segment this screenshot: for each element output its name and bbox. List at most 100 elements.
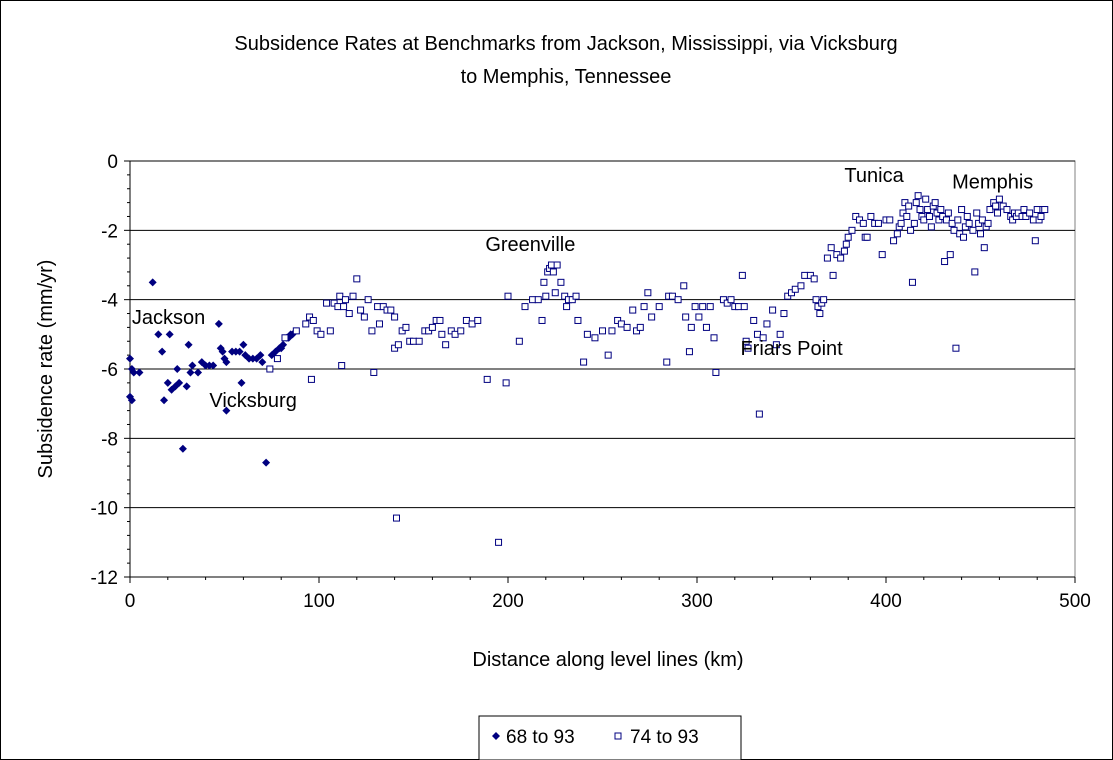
point-74-to-93 <box>886 216 894 224</box>
point-74-to-93 <box>772 341 780 349</box>
point-74-to-93 <box>273 355 281 363</box>
point-74-to-93 <box>474 316 482 324</box>
point-68-to-93 <box>126 354 134 363</box>
point-74-to-93 <box>977 230 984 238</box>
point-74-to-93 <box>874 219 882 227</box>
point-74-to-93 <box>920 216 928 224</box>
point-74-to-93 <box>742 337 750 345</box>
point-74-to-93 <box>797 282 805 290</box>
x-tick-label: 500 <box>1059 591 1091 612</box>
y-tick-label: -4 <box>101 291 118 312</box>
point-68-to-93 <box>160 396 169 405</box>
x-tick-label: 300 <box>681 591 713 612</box>
point-74-to-93 <box>538 316 546 324</box>
point-68-to-93 <box>154 330 163 339</box>
point-74-to-93 <box>969 226 977 234</box>
point-74-to-93 <box>944 209 952 217</box>
point-68-to-93 <box>129 368 138 377</box>
point-74-to-93 <box>266 365 274 373</box>
point-74-to-93 <box>769 306 777 314</box>
point-74-to-93 <box>591 334 599 342</box>
point-74-to-93 <box>574 316 582 324</box>
point-74-to-93 <box>1003 206 1011 214</box>
point-74-to-93 <box>950 226 958 234</box>
point-74-to-93 <box>451 330 459 338</box>
point-74-to-93 <box>648 313 656 321</box>
point-74-to-93 <box>345 310 353 318</box>
point-74-to-93 <box>994 209 1002 217</box>
point-68-to-93 <box>194 368 203 377</box>
point-68-to-93 <box>158 347 167 356</box>
point-74-to-93 <box>750 316 758 324</box>
point-74-to-93 <box>391 313 399 321</box>
point-74-to-93 <box>515 337 523 345</box>
point-74-to-93 <box>338 362 346 370</box>
point-74-to-93 <box>763 320 771 328</box>
y-tick-label: 0 <box>107 152 118 173</box>
point-74-to-93 <box>357 306 365 314</box>
point-74-to-93 <box>370 368 378 376</box>
point-74-to-93 <box>905 202 913 210</box>
point-74-to-93 <box>941 258 949 266</box>
point-74-to-93 <box>640 303 648 311</box>
point-74-to-93 <box>599 327 606 335</box>
point-74-to-93 <box>924 206 932 214</box>
point-74-to-93 <box>317 330 325 338</box>
point-74-to-93 <box>699 303 707 311</box>
point-74-to-93 <box>402 323 410 331</box>
point-74-to-93 <box>897 219 905 227</box>
point-74-to-93 <box>1026 209 1034 217</box>
point-74-to-93 <box>738 271 746 279</box>
point-74-to-93 <box>910 219 918 227</box>
point-68-to-93 <box>218 347 227 356</box>
point-74-to-93 <box>336 292 344 300</box>
point-74-to-93 <box>302 320 310 328</box>
point-74-to-93 <box>759 334 767 342</box>
point-74-to-93 <box>323 299 331 307</box>
point-74-to-93 <box>727 296 735 304</box>
point-74-to-93 <box>428 323 436 331</box>
point-68-to-93 <box>237 378 246 387</box>
point-74-to-93 <box>529 296 537 304</box>
point-74-to-93 <box>292 327 300 335</box>
point-74-to-93 <box>986 206 994 214</box>
x-tick-label: 100 <box>303 591 335 612</box>
point-74-to-93 <box>907 226 915 234</box>
point-68-to-93 <box>163 378 172 387</box>
point-74-to-93 <box>340 303 348 311</box>
y-tick-label: -10 <box>91 499 118 520</box>
y-tick-label: -12 <box>91 568 118 589</box>
point-74-to-93 <box>816 310 824 318</box>
y-tick-label: -2 <box>101 221 118 242</box>
point-74-to-93 <box>553 261 561 269</box>
point-74-to-93 <box>859 219 867 227</box>
point-74-to-93 <box>878 251 886 259</box>
x-tick-label: 400 <box>870 591 902 612</box>
x-tick-label: 200 <box>492 591 524 612</box>
point-74-to-93 <box>608 327 616 335</box>
point-74-to-93 <box>307 375 315 383</box>
point-74-to-93 <box>812 296 820 304</box>
y-tick-label: -8 <box>101 429 118 450</box>
point-74-to-93 <box>702 323 710 331</box>
point-74-to-93 <box>1029 216 1037 224</box>
point-74-to-93 <box>521 303 529 311</box>
point-74-to-93 <box>931 199 939 207</box>
point-74-to-93 <box>636 323 644 331</box>
point-74-to-93 <box>410 337 417 345</box>
point-74-to-93 <box>534 296 542 304</box>
chart-title-line-2: to Memphis, Tennessee <box>461 66 672 88</box>
point-74-to-93 <box>623 323 631 331</box>
point-68-to-93 <box>262 458 271 467</box>
annotations: Jackson Vicksburg Greenville Friars Point Tu… <box>132 165 1033 412</box>
point-74-to-93 <box>326 327 334 335</box>
point-74-to-93 <box>867 212 875 220</box>
point-74-to-93 <box>958 206 966 214</box>
point-68-to-93 <box>214 319 223 328</box>
point-74-to-93 <box>549 268 557 276</box>
point-74-to-93 <box>695 313 703 321</box>
gridlines <box>130 160 1075 509</box>
point-74-to-93 <box>840 247 848 255</box>
point-68-to-93 <box>184 340 193 349</box>
point-74-to-93 <box>912 199 920 207</box>
